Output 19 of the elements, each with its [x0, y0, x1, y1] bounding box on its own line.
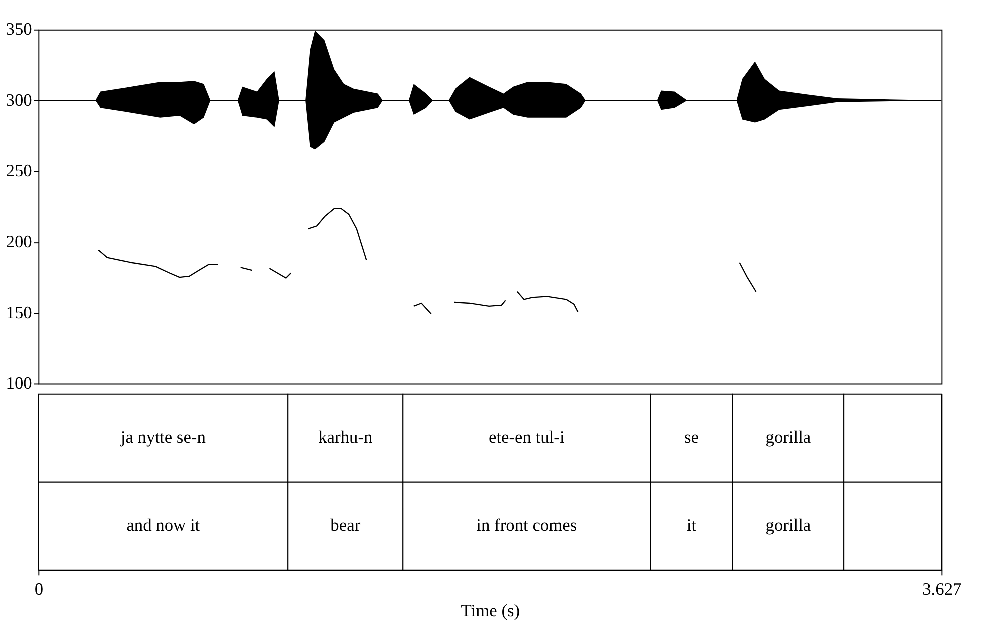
y-tick-label: 100 — [6, 373, 33, 394]
data-label: and now it — [126, 515, 200, 536]
y-tick-label: 300 — [6, 90, 33, 110]
data-label: ete-en tul-i — [489, 427, 565, 448]
y-tick-label: 250 — [6, 160, 33, 181]
x-axis-title: Time (s) — [461, 600, 520, 620]
y-tick-label: 150 — [6, 302, 33, 322]
y-tick-label: 200 — [6, 232, 33, 252]
data-label: in front comes — [476, 515, 578, 536]
data-label: karhu-n — [318, 427, 373, 448]
data-label: se — [684, 427, 700, 448]
data-label: gorilla — [766, 427, 812, 448]
data-label: it — [686, 515, 697, 536]
y-tick-label: 350 — [6, 19, 33, 40]
data-label: bear — [330, 515, 361, 536]
data-label: ja nytte se-n — [120, 427, 206, 448]
x-tick-label: 3.627 — [922, 578, 962, 599]
x-tick-label: 0 — [34, 578, 44, 599]
data-label: gorilla — [766, 515, 812, 536]
